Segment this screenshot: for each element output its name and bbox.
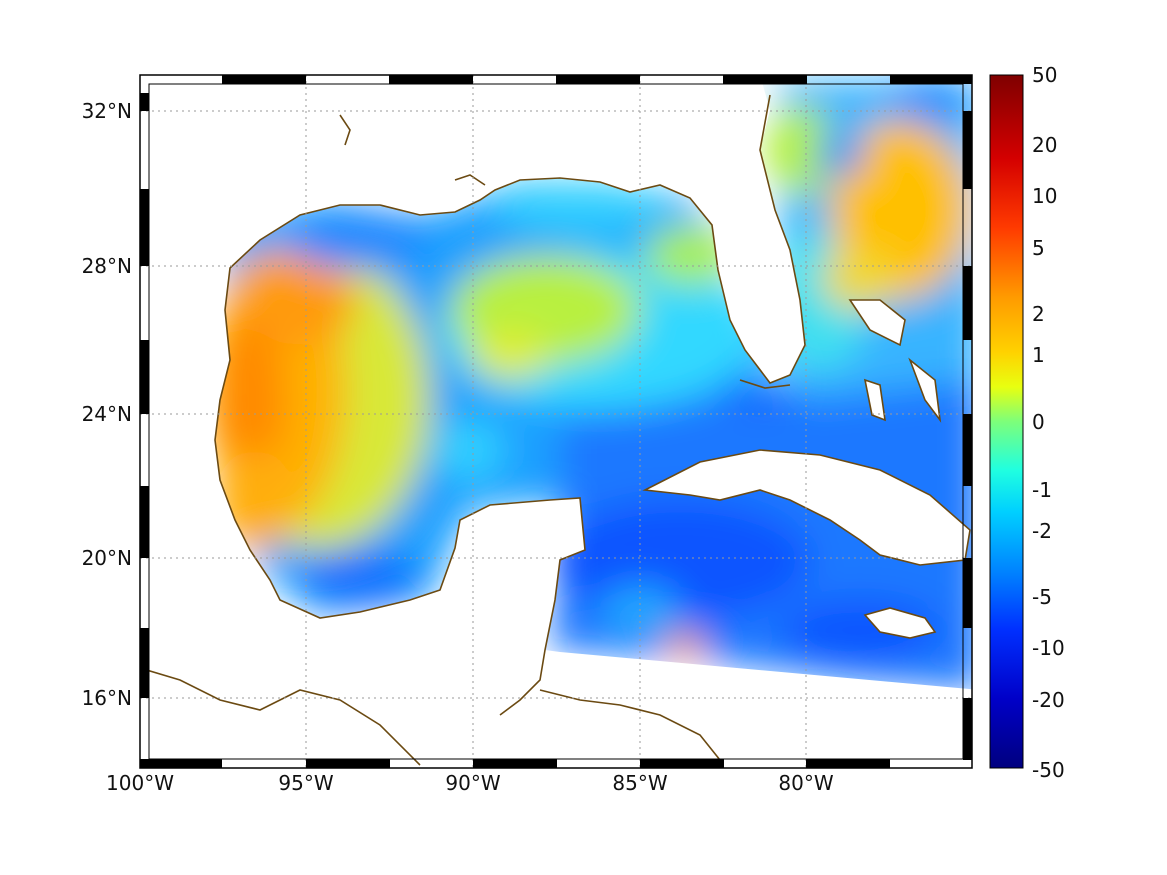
colorbar-label: -10 xyxy=(1032,636,1065,660)
colorbar-label: -1 xyxy=(1032,478,1052,502)
colorbar-label: 10 xyxy=(1032,184,1057,208)
y-axis-labels: 32°N 28°N 24°N 20°N 16°N xyxy=(82,99,132,710)
grid-lines xyxy=(140,75,972,768)
colorbar-label: -2 xyxy=(1032,519,1052,543)
y-tick-label: 28°N xyxy=(82,254,132,278)
colorbar-label: 0 xyxy=(1032,410,1045,434)
x-axis-labels: 100°W 95°W 90°W 85°W 80°W xyxy=(106,771,834,795)
ocean-field xyxy=(140,75,972,768)
colorbar-label: 50 xyxy=(1032,63,1057,87)
colorbar-label: -5 xyxy=(1032,585,1052,609)
colorbar-gradient xyxy=(989,74,1024,769)
y-tick-label: 16°N xyxy=(82,686,132,710)
x-tick-label: 85°W xyxy=(612,771,667,795)
colorbar: 50 20 10 5 2 1 0 -1 -2 -5 -10 -20 -50 xyxy=(989,63,1065,782)
land-mask xyxy=(140,75,972,768)
x-tick-label: 90°W xyxy=(445,771,500,795)
colorbar-label: 5 xyxy=(1032,236,1045,260)
y-tick-label: 24°N xyxy=(82,402,132,426)
colorbar-label: 1 xyxy=(1032,343,1045,367)
y-tick-label: 20°N xyxy=(82,546,132,570)
y-tick-label: 32°N xyxy=(82,99,132,123)
colorbar-label: 2 xyxy=(1032,302,1045,326)
x-tick-label: 95°W xyxy=(278,771,333,795)
map-frame xyxy=(139,74,973,769)
colorbar-label: -50 xyxy=(1032,758,1065,782)
coastline xyxy=(140,94,971,766)
colorbar-label: -20 xyxy=(1032,688,1065,712)
x-tick-label: 80°W xyxy=(778,771,833,795)
x-tick-label: 100°W xyxy=(106,771,174,795)
colorbar-label: 20 xyxy=(1032,133,1057,157)
